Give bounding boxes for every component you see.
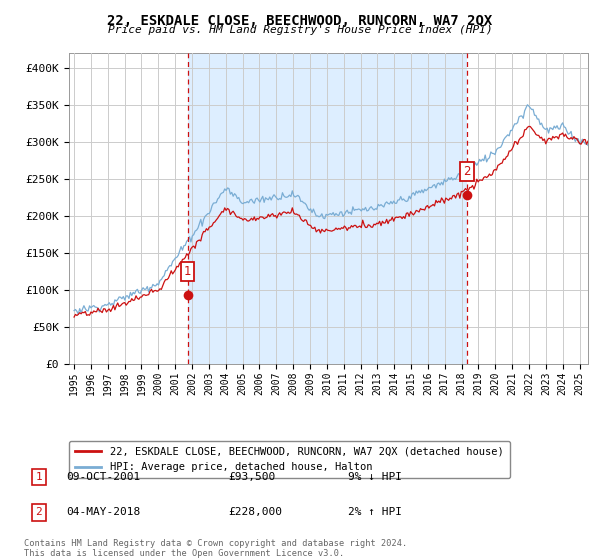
- Text: £93,500: £93,500: [228, 472, 275, 482]
- Text: 22, ESKDALE CLOSE, BEECHWOOD, RUNCORN, WA7 2QX: 22, ESKDALE CLOSE, BEECHWOOD, RUNCORN, W…: [107, 14, 493, 28]
- Text: 1: 1: [35, 472, 43, 482]
- Text: 09-OCT-2001: 09-OCT-2001: [66, 472, 140, 482]
- Text: Price paid vs. HM Land Registry's House Price Index (HPI): Price paid vs. HM Land Registry's House …: [107, 25, 493, 35]
- Text: 2% ↑ HPI: 2% ↑ HPI: [348, 507, 402, 517]
- Text: 04-MAY-2018: 04-MAY-2018: [66, 507, 140, 517]
- Text: 2: 2: [463, 165, 471, 178]
- Text: Contains HM Land Registry data © Crown copyright and database right 2024.
This d: Contains HM Land Registry data © Crown c…: [24, 539, 407, 558]
- Legend: 22, ESKDALE CLOSE, BEECHWOOD, RUNCORN, WA7 2QX (detached house), HPI: Average pr: 22, ESKDALE CLOSE, BEECHWOOD, RUNCORN, W…: [69, 441, 509, 478]
- Text: 1: 1: [184, 265, 191, 278]
- Text: 9% ↓ HPI: 9% ↓ HPI: [348, 472, 402, 482]
- Text: £228,000: £228,000: [228, 507, 282, 517]
- Bar: [188, 53, 467, 364]
- Text: 2: 2: [35, 507, 43, 517]
